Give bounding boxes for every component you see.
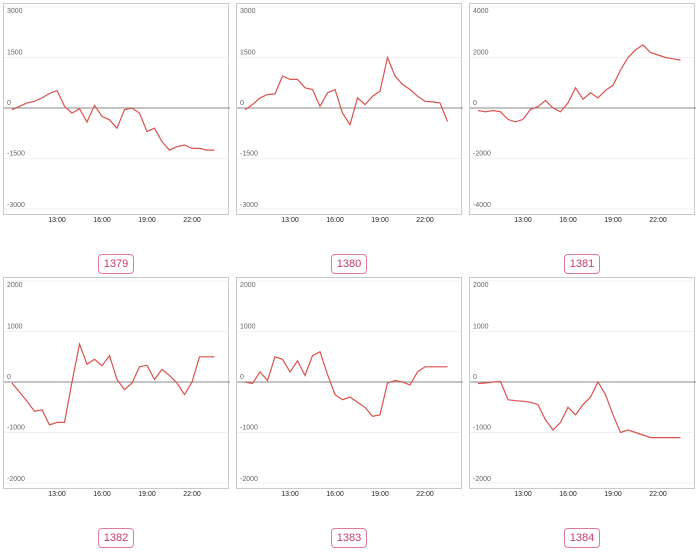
y-tick-label: -2000	[473, 476, 491, 483]
chart-panel-1379: 3000 1500 0 -1500 -3000 13:00 16:00 19:00 22:00	[3, 3, 230, 224]
y-tick-label: 2000	[7, 282, 23, 289]
x-tick-label: 22:00	[649, 217, 667, 224]
chart-panel-1382: 2000 1000 0 -1000 -2000 13:00 16:00 19:00 22:00	[3, 277, 230, 498]
y-tick-label: -3000	[240, 202, 258, 209]
x-tick-label: 19:00	[371, 491, 389, 498]
series-line	[244, 55, 449, 127]
y-tick-label: -1000	[240, 425, 258, 432]
y-tick-label: -3000	[7, 202, 25, 209]
y-tick-label: 1000	[473, 324, 489, 331]
series-line	[11, 341, 215, 426]
x-tick-label: 16:00	[326, 491, 344, 498]
y-tick-label: 0	[473, 374, 477, 381]
y-tick-label: 1000	[240, 324, 256, 331]
y-tick-label: 4000	[473, 8, 489, 15]
chart-svg: 3000 1500 0 -1500 -3000 13:00 16:00 19:00 22:00	[4, 6, 230, 224]
x-tick-label: 16:00	[559, 491, 577, 498]
x-tick-label: 16:00	[93, 217, 111, 224]
chart-svg: 2000 1000 0 -1000 -2000 13:00 16:00 19:00 22:00	[237, 280, 463, 498]
series-line	[477, 380, 681, 439]
x-tick-label: 16:00	[93, 491, 111, 498]
y-tick-label: -1000	[473, 425, 491, 432]
y-tick-label: 0	[7, 100, 11, 107]
chart-svg: 3000 1500 0 -1500 -3000 13:00 16:00 19:00 22:00	[237, 6, 463, 224]
x-tick-label: 19:00	[604, 491, 622, 498]
x-tick-label: 13:00	[281, 217, 299, 224]
series-line	[477, 44, 681, 123]
x-tick-label: 13:00	[514, 491, 532, 498]
x-tick-label: 13:00	[514, 217, 532, 224]
x-tick-label: 16:00	[559, 217, 577, 224]
x-tick-label: 22:00	[649, 491, 667, 498]
chart-panel-1384: 2000 1000 0 -1000 -2000 13:00 16:00 19:00 22:00	[469, 277, 696, 498]
y-tick-label: 0	[473, 100, 477, 107]
y-tick-label: 2000	[473, 282, 489, 289]
x-tick-label: 22:00	[416, 217, 434, 224]
y-tick-label: 3000	[7, 8, 23, 15]
y-tick-label: -2000	[240, 476, 258, 483]
y-tick-label: -2000	[473, 151, 491, 158]
y-tick-label: -2000	[7, 476, 25, 483]
x-tick-label: 19:00	[138, 217, 156, 224]
chart-svg: 4000 2000 0 -2000 -4000 13:00 16:00 19:00 22:00	[470, 6, 696, 224]
y-tick-label: -1500	[7, 151, 25, 158]
series-line	[11, 89, 215, 151]
x-tick-label: 19:00	[138, 491, 156, 498]
chart-id-badge: 1380	[331, 254, 367, 274]
y-tick-label: -1500	[240, 151, 258, 158]
chart-id-badge: 1379	[98, 254, 134, 274]
y-tick-label: 0	[7, 374, 11, 381]
y-tick-label: 0	[240, 374, 244, 381]
x-tick-label: 13:00	[48, 491, 66, 498]
chart-svg: 2000 1000 0 -1000 -2000 13:00 16:00 19:00 22:00	[470, 280, 696, 498]
y-tick-label: -4000	[473, 202, 491, 209]
x-tick-label: 22:00	[183, 491, 201, 498]
x-tick-label: 13:00	[281, 491, 299, 498]
y-tick-label: 1500	[240, 50, 256, 57]
x-tick-label: 16:00	[326, 217, 344, 224]
chart-id-badge: 1381	[564, 254, 600, 274]
x-tick-label: 19:00	[604, 217, 622, 224]
chart-id-badge: 1382	[98, 528, 134, 548]
chart-id-badge: 1383	[331, 528, 367, 548]
y-tick-label: 3000	[240, 8, 256, 15]
x-tick-label: 19:00	[371, 217, 389, 224]
y-tick-label: 2000	[240, 282, 256, 289]
y-tick-label: 0	[240, 100, 244, 107]
y-tick-label: 2000	[473, 50, 489, 57]
y-tick-label: 1000	[7, 324, 23, 331]
chart-panel-1381: 4000 2000 0 -2000 -4000 13:00 16:00 19:00 22:00	[469, 3, 696, 224]
y-tick-label: 1500	[7, 50, 23, 57]
chart-svg: 2000 1000 0 -1000 -2000 13:00 16:00 19:00 22:00	[4, 280, 230, 498]
chart-panel-1380: 3000 1500 0 -1500 -3000 13:00 16:00 19:00 22:00	[236, 3, 463, 224]
chart-id-badge: 1384	[564, 528, 600, 548]
y-tick-label: -1000	[7, 425, 25, 432]
x-tick-label: 13:00	[48, 217, 66, 224]
x-tick-label: 22:00	[416, 491, 434, 498]
chart-panel-1383: 2000 1000 0 -1000 -2000 13:00 16:00 19:00 22:00	[236, 277, 463, 498]
series-line	[244, 350, 448, 417]
x-tick-label: 22:00	[183, 217, 201, 224]
